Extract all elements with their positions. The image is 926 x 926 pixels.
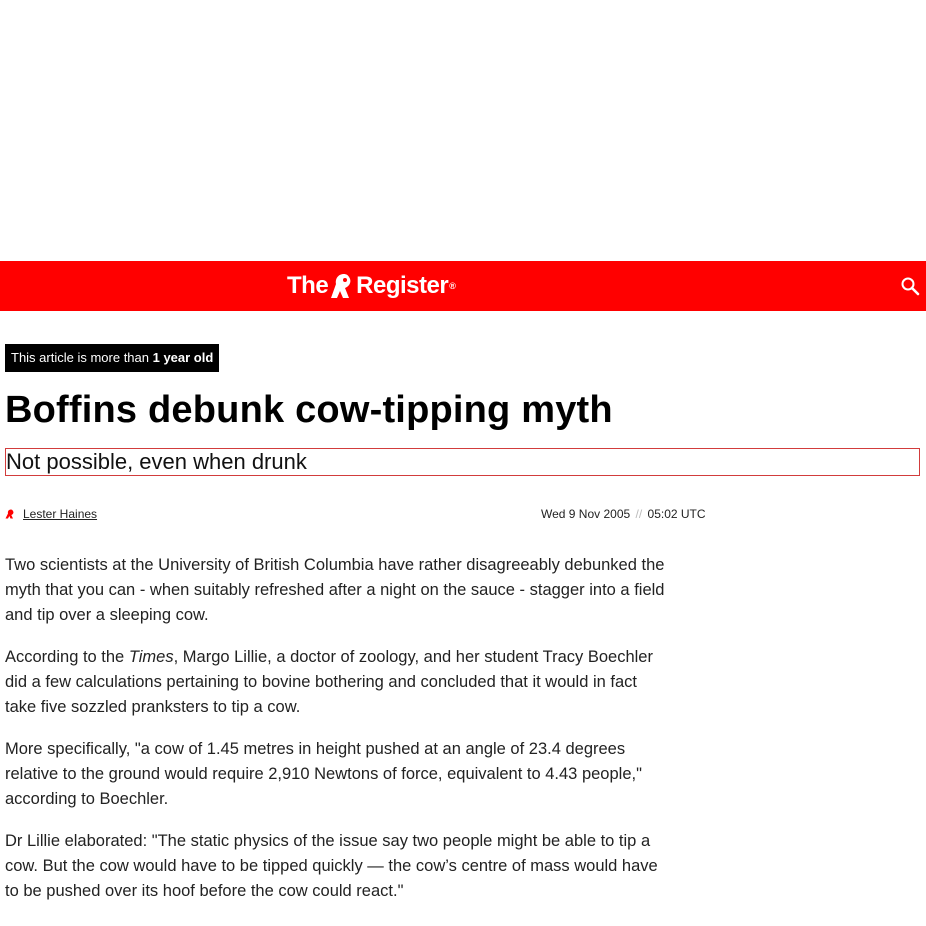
article-body: Two scientists at the University of Brit… (5, 553, 670, 921)
date-separator: // (635, 507, 643, 521)
logo-the-text: The (287, 272, 329, 299)
article-age-badge: This article is more than 1 year old (5, 344, 220, 372)
author-vulture-icon (5, 509, 14, 519)
masthead: The Register ® (0, 261, 926, 311)
byline: Lester Haines (5, 507, 97, 521)
site-logo[interactable]: The Register ® (287, 272, 456, 300)
age-badge-prefix: This article is more than (11, 350, 153, 365)
publication-name: Times (128, 648, 174, 666)
vulture-logo-icon (331, 274, 351, 298)
paragraph-text: , Margo Lillie, a doctor of zoology, and… (5, 648, 653, 716)
publish-time: 05:02 UTC (647, 507, 706, 521)
logo-register-text: Register (356, 272, 449, 299)
advertisement-space (0, 0, 926, 261)
dateline: Wed 9 Nov 2005 // 05:02 UTC (541, 507, 706, 521)
publish-date: Wed 9 Nov 2005 (541, 507, 631, 521)
registered-mark: ® (449, 281, 456, 291)
article-paragraph: More specifically, "a cow of 1.45 metres… (5, 740, 642, 808)
article-standfirst: Not possible, even when drunk (5, 448, 920, 476)
article-paragraph: Two scientists at the University of Brit… (5, 556, 665, 624)
author-link[interactable]: Lester Haines (23, 507, 98, 521)
search-icon[interactable] (900, 276, 920, 296)
article-paragraph: Dr Lillie elaborated: "The static physic… (5, 832, 658, 900)
paragraph-text: According to the (5, 648, 129, 666)
article-title: Boffins debunk cow-tipping myth (5, 389, 613, 431)
age-badge-bold: 1 year old (152, 350, 214, 365)
article-paragraph: According to the Times, Margo Lillie, a … (5, 645, 670, 720)
